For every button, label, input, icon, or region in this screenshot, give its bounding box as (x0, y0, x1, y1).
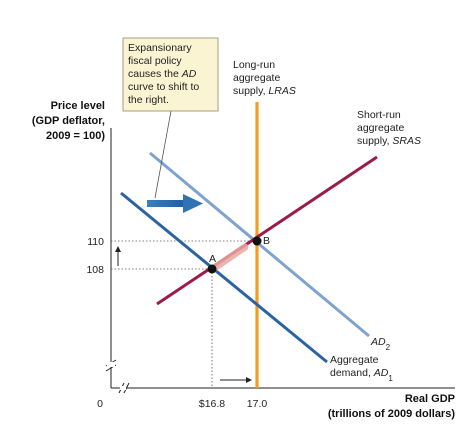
origin-label: 0 (97, 398, 103, 410)
sras-curve (156, 155, 378, 306)
x-axis-title-line-1: Real GDP (405, 393, 455, 405)
x-tick-17-0: 17.0 (247, 398, 268, 410)
sras-label-line-2: aggregate (357, 122, 404, 134)
a-to-b-move-arrow (212, 243, 249, 271)
svg-text:curve to shift to: curve to shift to (128, 81, 199, 93)
y-tick-110: 110 (87, 236, 104, 248)
y-axis-title-line-1: Price level (51, 100, 105, 112)
point-a-label: A (209, 253, 216, 265)
y-tick-108: 108 (86, 264, 104, 276)
price-rise-arrow (115, 246, 121, 266)
svg-text:the right.: the right. (128, 94, 169, 106)
ad2-label: AD2 (370, 336, 391, 352)
policy-callout: Expansionary fiscal policy causes the AD… (122, 37, 219, 199)
svg-text:causes the AD: causes the AD (128, 68, 197, 80)
y-axis-title-line-2: (GDP deflator, (32, 115, 105, 127)
point-b-label: B (263, 235, 270, 247)
sras-label-line-3: supply, SRAS (357, 135, 421, 147)
x-axis-title-line-2: (trillions of 2009 dollars) (328, 408, 455, 420)
point-b (252, 236, 262, 246)
y-axis-title-line-3: 2009 = 100) (46, 130, 105, 142)
lras-label-line-1: Long-run (233, 59, 275, 71)
ad1-label-line-2: demand, AD1 (330, 367, 393, 383)
x-tick-16-8: $16.8 (199, 398, 225, 410)
svg-text:Expansionary: Expansionary (128, 42, 192, 54)
point-a (207, 264, 217, 274)
sras-label-line-1: Short-run (357, 109, 401, 121)
ad-shift-arrow (147, 194, 203, 213)
svg-text:fiscal policy: fiscal policy (128, 55, 182, 67)
lras-label-line-2: aggregate (233, 72, 280, 84)
ad1-label-line-1: Aggregate (330, 354, 379, 366)
lras-label-line-3: supply, LRAS (233, 85, 296, 97)
gdp-rise-arrow (220, 377, 252, 383)
ad1-curve (120, 191, 328, 364)
